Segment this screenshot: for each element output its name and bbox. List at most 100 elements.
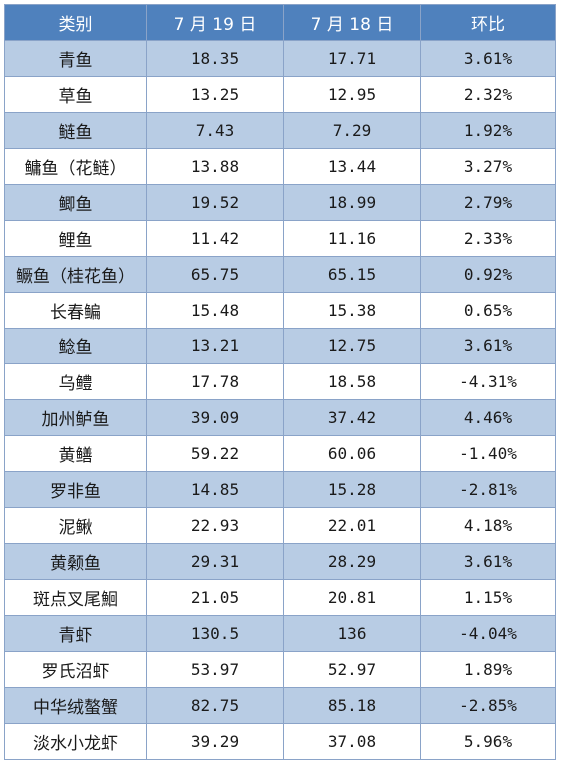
row-jul18-cell: 52.97 bbox=[283, 650, 421, 688]
column-header-date1: 7 月 19 日 bbox=[146, 4, 284, 41]
row-jul18-cell: 18.58 bbox=[283, 363, 421, 401]
row-jul18-cell: 17.71 bbox=[283, 40, 421, 77]
table-header: 类别 7 月 19 日 7 月 18 日 环比 bbox=[4, 4, 556, 41]
row-name-cell: 泥鳅 bbox=[4, 507, 147, 545]
row-jul19-cell: 18.35 bbox=[146, 40, 284, 77]
table-row: 鲤鱼 11.42 11.16 2.33% bbox=[4, 219, 556, 257]
row-change-cell: 0.65% bbox=[420, 291, 556, 329]
row-jul19-cell: 22.93 bbox=[146, 507, 284, 545]
row-jul19-cell: 11.42 bbox=[146, 219, 284, 257]
table-row: 罗非鱼 14.85 15.28 -2.81% bbox=[4, 471, 556, 509]
row-jul19-cell: 39.29 bbox=[146, 722, 284, 760]
row-jul18-cell: 15.38 bbox=[283, 291, 421, 329]
row-name-cell: 淡水小龙虾 bbox=[4, 722, 147, 760]
table-row: 黄鳝 59.22 60.06 -1.40% bbox=[4, 435, 556, 473]
row-change-cell: 3.27% bbox=[420, 147, 556, 185]
row-jul18-cell: 20.81 bbox=[283, 579, 421, 616]
row-change-cell: 0.92% bbox=[420, 255, 556, 293]
row-jul18-cell: 136 bbox=[283, 615, 421, 652]
row-change-cell: 2.79% bbox=[420, 183, 556, 221]
row-jul18-cell: 7.29 bbox=[283, 111, 421, 149]
row-jul18-cell: 37.42 bbox=[283, 399, 421, 437]
table-row: 乌鳢 17.78 18.58 -4.31% bbox=[4, 363, 556, 401]
table-row: 中华绒螯蟹 82.75 85.18 -2.85% bbox=[4, 686, 556, 724]
row-jul19-cell: 59.22 bbox=[146, 435, 284, 473]
row-name-cell: 罗非鱼 bbox=[4, 471, 147, 509]
row-name-cell: 黄鳝 bbox=[4, 435, 147, 473]
table-row: 斑点叉尾鮰 21.05 20.81 1.15% bbox=[4, 579, 556, 616]
table-row: 长春鳊 15.48 15.38 0.65% bbox=[4, 291, 556, 329]
row-name-cell: 青鱼 bbox=[4, 40, 147, 77]
row-change-cell: 3.61% bbox=[420, 40, 556, 77]
table-row: 草鱼 13.25 12.95 2.32% bbox=[4, 75, 556, 113]
row-name-cell: 黄颡鱼 bbox=[4, 543, 147, 581]
row-change-cell: -1.40% bbox=[420, 435, 556, 473]
row-jul18-cell: 18.99 bbox=[283, 183, 421, 221]
row-change-cell: 5.96% bbox=[420, 722, 556, 760]
row-change-cell: 3.61% bbox=[420, 327, 556, 365]
price-table-container: 类别 7 月 19 日 7 月 18 日 环比 青鱼 18.35 17.71 3.61… bbox=[4, 4, 556, 760]
header-row: 类别 7 月 19 日 7 月 18 日 环比 bbox=[4, 4, 556, 41]
row-jul18-cell: 22.01 bbox=[283, 507, 421, 545]
row-change-cell: 1.92% bbox=[420, 111, 556, 149]
table-row: 罗氏沼虾 53.97 52.97 1.89% bbox=[4, 650, 556, 688]
row-jul19-cell: 15.48 bbox=[146, 291, 284, 329]
row-name-cell: 鲶鱼 bbox=[4, 327, 147, 365]
row-jul19-cell: 13.25 bbox=[146, 75, 284, 113]
row-jul18-cell: 85.18 bbox=[283, 686, 421, 724]
price-table: 类别 7 月 19 日 7 月 18 日 环比 青鱼 18.35 17.71 3.61… bbox=[4, 4, 556, 760]
row-name-cell: 斑点叉尾鮰 bbox=[4, 579, 147, 616]
table-row: 鲢鱼 7.43 7.29 1.92% bbox=[4, 111, 556, 149]
row-jul18-cell: 13.44 bbox=[283, 147, 421, 185]
row-name-cell: 鲤鱼 bbox=[4, 219, 147, 257]
table-row: 鲫鱼 19.52 18.99 2.79% bbox=[4, 183, 556, 221]
table-row: 淡水小龙虾 39.29 37.08 5.96% bbox=[4, 722, 556, 760]
table-row: 鲶鱼 13.21 12.75 3.61% bbox=[4, 327, 556, 365]
row-change-cell: -4.31% bbox=[420, 363, 556, 401]
table-row: 青鱼 18.35 17.71 3.61% bbox=[4, 40, 556, 77]
row-change-cell: 4.46% bbox=[420, 399, 556, 437]
row-jul18-cell: 60.06 bbox=[283, 435, 421, 473]
row-jul18-cell: 12.75 bbox=[283, 327, 421, 365]
row-jul19-cell: 82.75 bbox=[146, 686, 284, 724]
row-change-cell: -2.85% bbox=[420, 686, 556, 724]
table-row: 加州鲈鱼 39.09 37.42 4.46% bbox=[4, 399, 556, 437]
row-jul19-cell: 7.43 bbox=[146, 111, 284, 149]
row-jul19-cell: 21.05 bbox=[146, 579, 284, 616]
row-jul19-cell: 39.09 bbox=[146, 399, 284, 437]
row-jul19-cell: 130.5 bbox=[146, 615, 284, 652]
row-jul19-cell: 13.21 bbox=[146, 327, 284, 365]
row-jul18-cell: 28.29 bbox=[283, 543, 421, 581]
table-row: 泥鳅 22.93 22.01 4.18% bbox=[4, 507, 556, 545]
column-header-change: 环比 bbox=[420, 4, 556, 41]
row-jul18-cell: 15.28 bbox=[283, 471, 421, 509]
row-jul18-cell: 12.95 bbox=[283, 75, 421, 113]
column-header-date2: 7 月 18 日 bbox=[283, 4, 421, 41]
row-name-cell: 乌鳢 bbox=[4, 363, 147, 401]
row-jul19-cell: 19.52 bbox=[146, 183, 284, 221]
column-header-category: 类别 bbox=[4, 4, 147, 41]
row-change-cell: 2.33% bbox=[420, 219, 556, 257]
row-jul19-cell: 17.78 bbox=[146, 363, 284, 401]
table-row: 鳙鱼（花鲢） 13.88 13.44 3.27% bbox=[4, 147, 556, 185]
row-change-cell: 1.89% bbox=[420, 650, 556, 688]
row-name-cell: 青虾 bbox=[4, 615, 147, 652]
row-name-cell: 鲢鱼 bbox=[4, 111, 147, 149]
row-name-cell: 加州鲈鱼 bbox=[4, 399, 147, 437]
table-row: 青虾 130.5 136 -4.04% bbox=[4, 615, 556, 652]
row-change-cell: -4.04% bbox=[420, 615, 556, 652]
table-row: 黄颡鱼 29.31 28.29 3.61% bbox=[4, 543, 556, 581]
row-jul18-cell: 11.16 bbox=[283, 219, 421, 257]
row-name-cell: 鳙鱼（花鲢） bbox=[4, 147, 147, 185]
row-jul19-cell: 14.85 bbox=[146, 471, 284, 509]
row-name-cell: 长春鳊 bbox=[4, 291, 147, 329]
table-row: 鳜鱼（桂花鱼） 65.75 65.15 0.92% bbox=[4, 255, 556, 293]
row-name-cell: 罗氏沼虾 bbox=[4, 650, 147, 688]
row-change-cell: 2.32% bbox=[420, 75, 556, 113]
row-jul19-cell: 29.31 bbox=[146, 543, 284, 581]
row-change-cell: -2.81% bbox=[420, 471, 556, 509]
row-jul18-cell: 37.08 bbox=[283, 722, 421, 760]
row-jul19-cell: 13.88 bbox=[146, 147, 284, 185]
row-name-cell: 中华绒螯蟹 bbox=[4, 686, 147, 724]
row-jul19-cell: 65.75 bbox=[146, 255, 284, 293]
